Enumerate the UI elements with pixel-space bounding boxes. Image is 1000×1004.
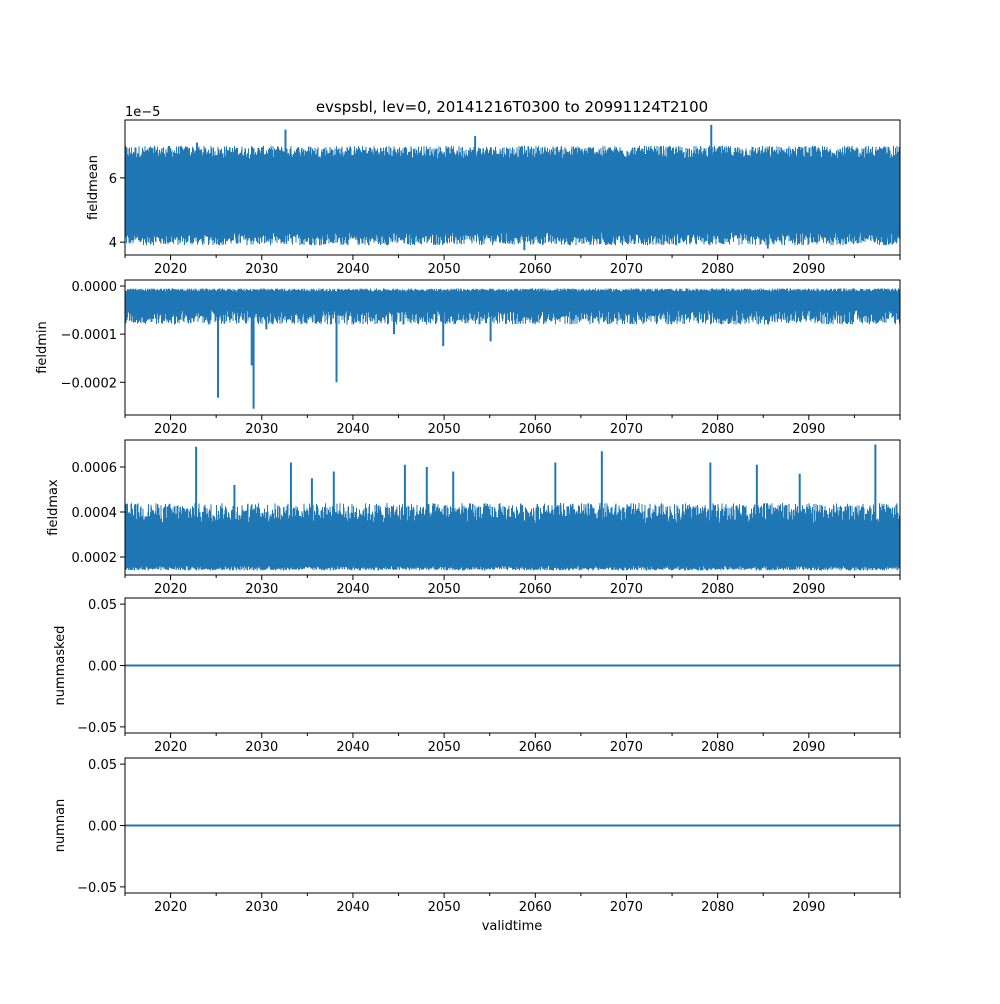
- x-tick-label: 2090: [792, 900, 825, 915]
- y-tick-label: 0.0006: [72, 461, 118, 476]
- x-tick-label: 2060: [519, 262, 552, 277]
- x-tick-label: 2040: [336, 900, 369, 915]
- x-tick-label: 2050: [428, 582, 461, 597]
- chart-title: evspsbl, lev=0, 20141216T0300 to 2099112…: [316, 98, 708, 116]
- y-tick-label: −0.05: [77, 881, 117, 896]
- panels: 2020 2030 2040 2050 2060 2070 2080 2090 4 6 fieldm…: [35, 105, 901, 915]
- x-tick-label: 2090: [792, 582, 825, 597]
- x-tick-label: 2080: [701, 740, 734, 755]
- axes-frame: [124, 279, 901, 416]
- y-tick-label: 0.0002: [72, 551, 118, 566]
- y-tick-label: 0.0000: [72, 280, 118, 295]
- x-tick-label: 2060: [519, 740, 552, 755]
- y-tick-label: 0.0004: [72, 506, 118, 521]
- y-tick-label: −0.05: [77, 721, 117, 736]
- y-axis-label: numnan: [53, 799, 68, 853]
- x-axis-label: validtime: [482, 919, 543, 934]
- x-tick-label: 2080: [701, 900, 734, 915]
- x-tick-label: 2020: [154, 900, 187, 915]
- panel-numnan: 2020 2030 2040 2050 2060 2070 2080 2090 0.05 0.00…: [53, 757, 901, 915]
- y-tick-label: −0.0001: [61, 328, 117, 343]
- panel-fieldmean: 2020 2030 2040 2050 2060 2070 2080 2090 4 6 fieldm…: [86, 105, 901, 277]
- x-tick-label: 2020: [154, 422, 187, 437]
- x-tick-label: 2080: [701, 262, 734, 277]
- x-tick-label: 2090: [792, 740, 825, 755]
- x-tick-label: 2040: [336, 582, 369, 597]
- y-tick-label: 6: [109, 172, 117, 187]
- series-core: [125, 523, 900, 566]
- x-tick-label: 2070: [610, 900, 643, 915]
- x-tick-label: 2030: [245, 740, 278, 755]
- y-tick-label: 4: [109, 236, 117, 251]
- y-tick-label: 0.00: [88, 660, 117, 675]
- y-offset-label: 1e−5: [125, 105, 160, 120]
- y-tick-label: 0.05: [88, 758, 117, 773]
- axes-frame: [124, 119, 901, 256]
- x-tick-label: 2080: [701, 582, 734, 597]
- x-tick-label: 2050: [428, 262, 461, 277]
- x-tick-label: 2060: [519, 582, 552, 597]
- y-tick-label: −0.0002: [61, 376, 117, 391]
- x-tick-label: 2080: [701, 422, 734, 437]
- x-tick-label: 2060: [519, 422, 552, 437]
- y-axis-label: fieldmean: [86, 155, 101, 220]
- panel-fieldmin: 2020 2030 2040 2050 2060 2070 2080 2090 0.0000 −0…: [35, 279, 901, 437]
- axes-frame: [124, 439, 901, 576]
- y-tick-label: 0.00: [88, 820, 117, 835]
- series-core: [125, 158, 900, 233]
- y-axis-label: fieldmax: [46, 479, 61, 536]
- x-tick-label: 2020: [154, 740, 187, 755]
- x-tick-label: 2020: [154, 582, 187, 597]
- x-tick-label: 2050: [428, 900, 461, 915]
- panel-fieldmax: 2020 2030 2040 2050 2060 2070 2080 2090 0.0002 0.…: [46, 439, 901, 597]
- x-tick-label: 2030: [245, 422, 278, 437]
- x-tick-label: 2030: [245, 262, 278, 277]
- y-tick-label: 0.05: [88, 598, 117, 613]
- x-tick-label: 2070: [610, 740, 643, 755]
- x-tick-label: 2070: [610, 262, 643, 277]
- y-axis-label: nummasked: [53, 626, 68, 706]
- panel-nummasked: 2020 2030 2040 2050 2060 2070 2080 2090 0.05 0.00…: [53, 597, 901, 755]
- x-tick-label: 2060: [519, 900, 552, 915]
- y-axis-label: fieldmin: [35, 321, 50, 374]
- x-tick-label: 2050: [428, 740, 461, 755]
- x-tick-label: 2070: [610, 422, 643, 437]
- x-tick-label: 2040: [336, 422, 369, 437]
- x-tick-label: 2070: [610, 582, 643, 597]
- x-tick-label: 2040: [336, 740, 369, 755]
- x-tick-label: 2090: [792, 262, 825, 277]
- x-tick-label: 2050: [428, 422, 461, 437]
- x-tick-label: 2090: [792, 422, 825, 437]
- x-tick-label: 2040: [336, 262, 369, 277]
- x-tick-label: 2030: [245, 900, 278, 915]
- x-tick-label: 2030: [245, 582, 278, 597]
- x-tick-label: 2020: [154, 262, 187, 277]
- series-core: [125, 291, 900, 311]
